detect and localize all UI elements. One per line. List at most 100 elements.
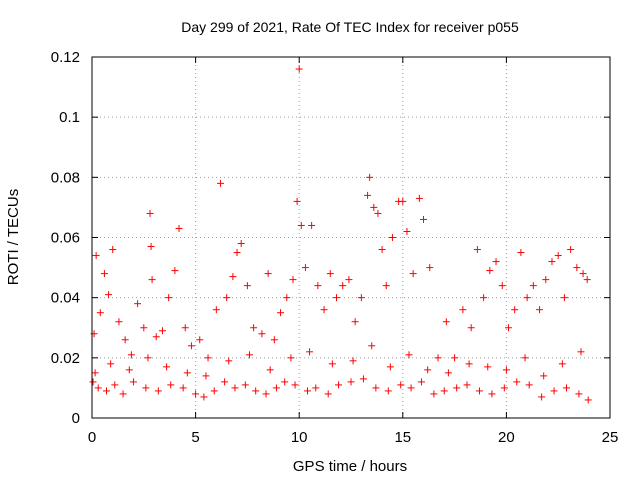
- data-point: [332, 294, 340, 302]
- data-point: [351, 318, 359, 326]
- data-point: [221, 378, 229, 386]
- data-point: [148, 276, 156, 284]
- data-point: [196, 336, 204, 344]
- data-point: [105, 291, 113, 299]
- data-point: [140, 324, 148, 332]
- data-point: [502, 366, 510, 374]
- x-axis-label: GPS time / hours: [293, 458, 407, 475]
- y-axis-label: ROTI / TECUs: [5, 189, 22, 285]
- y-tick-label: 0.08: [51, 169, 80, 186]
- x-tick-label: 20: [498, 429, 515, 446]
- data-point: [231, 384, 239, 392]
- x-tick-label: 0: [88, 429, 96, 446]
- data-point: [550, 387, 558, 395]
- data-point: [374, 209, 382, 217]
- data-point: [94, 384, 102, 392]
- data-point: [314, 282, 322, 290]
- data-point: [92, 252, 100, 260]
- y-tick-label: 0.1: [59, 109, 80, 126]
- data-point: [233, 249, 241, 257]
- data-point: [349, 357, 357, 365]
- chart-title: Day 299 of 2021, Rate Of TEC Index for r…: [181, 19, 519, 35]
- data-point: [127, 351, 135, 359]
- data-point: [287, 354, 295, 362]
- data-point: [328, 360, 336, 368]
- data-point: [463, 381, 471, 389]
- data-point: [187, 342, 195, 350]
- data-point: [200, 393, 208, 401]
- data-point: [147, 243, 155, 251]
- data-point: [129, 378, 137, 386]
- data-point: [212, 306, 220, 314]
- data-point: [272, 384, 280, 392]
- data-point: [372, 384, 380, 392]
- data-point: [424, 366, 432, 374]
- data-point: [347, 378, 355, 386]
- data-point: [111, 381, 119, 389]
- data-point: [345, 276, 353, 284]
- data-point: [504, 324, 512, 332]
- data-point: [453, 384, 461, 392]
- data-point: [163, 363, 171, 371]
- data-point: [295, 65, 303, 73]
- data-point: [144, 354, 152, 362]
- data-point: [467, 324, 475, 332]
- data-point: [498, 282, 506, 290]
- data-point: [492, 258, 500, 266]
- data-point: [403, 227, 411, 235]
- data-point: [125, 366, 133, 374]
- data-point: [525, 381, 533, 389]
- data-point: [575, 390, 583, 398]
- data-point: [100, 270, 108, 278]
- data-point: [517, 249, 525, 257]
- data-point: [262, 390, 270, 398]
- data-point: [370, 203, 378, 211]
- data-point: [308, 221, 316, 229]
- data-point: [301, 264, 309, 272]
- data-point: [523, 294, 531, 302]
- data-point: [291, 381, 299, 389]
- y-tick-label: 0.12: [51, 49, 80, 66]
- data-point: [382, 282, 390, 290]
- data-point: [359, 375, 367, 383]
- data-point: [89, 378, 97, 386]
- data-point: [96, 309, 104, 317]
- data-point: [579, 270, 587, 278]
- data-point: [202, 372, 210, 380]
- data-point: [115, 318, 123, 326]
- data-point: [480, 294, 488, 302]
- data-point: [536, 306, 544, 314]
- data-point: [399, 197, 407, 205]
- data-point: [243, 282, 251, 290]
- data-point: [277, 309, 285, 317]
- data-point: [554, 252, 562, 260]
- data-point: [378, 246, 386, 254]
- data-point: [407, 384, 415, 392]
- data-point: [121, 336, 129, 344]
- data-point: [409, 270, 417, 278]
- x-tick-label: 25: [602, 429, 619, 446]
- data-point: [417, 378, 425, 386]
- tick-labels: 0 5 10 15 20 25 0 0.02 0.04 0.06 0.08 0.1 0.12: [51, 49, 619, 446]
- data-point: [283, 294, 291, 302]
- data-point: [335, 381, 343, 389]
- data-point: [229, 273, 237, 281]
- data-point: [513, 378, 521, 386]
- data-point: [152, 333, 160, 341]
- data-point: [339, 282, 347, 290]
- data-point: [303, 387, 311, 395]
- data-point: [384, 387, 392, 395]
- data-point: [204, 354, 212, 362]
- data-point: [119, 390, 127, 398]
- x-tick-label: 10: [291, 429, 308, 446]
- data-point: [420, 215, 428, 223]
- data-point: [270, 336, 278, 344]
- data-point: [107, 360, 115, 368]
- data-point: [484, 363, 492, 371]
- data-point: [109, 246, 117, 254]
- data-point: [567, 246, 575, 254]
- data-point: [264, 270, 272, 278]
- tick-marks: [91, 56, 611, 419]
- data-point: [573, 264, 581, 272]
- data-point: [179, 384, 187, 392]
